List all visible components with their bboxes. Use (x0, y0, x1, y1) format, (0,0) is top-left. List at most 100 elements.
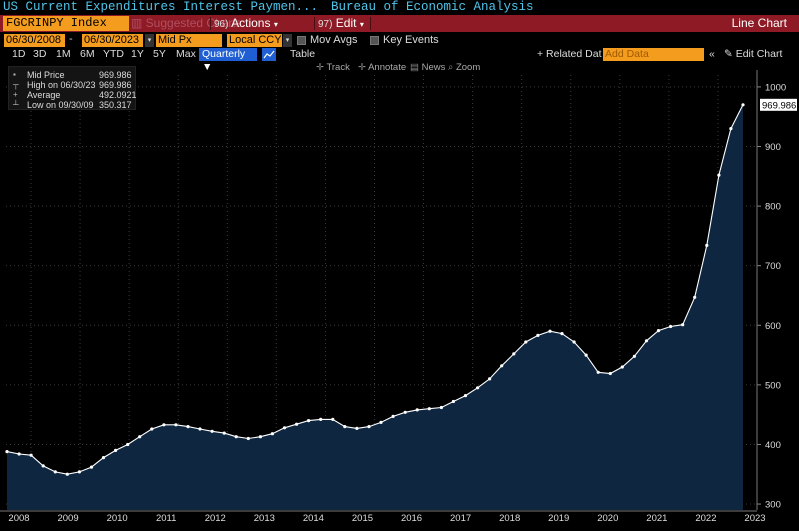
start-date-input[interactable]: 06/30/2008 (4, 34, 65, 47)
x-tick-label: 2009 (57, 513, 78, 524)
mov-avgs-checkbox[interactable] (297, 36, 306, 45)
data-point (77, 470, 81, 474)
range-max-button[interactable]: Max (176, 48, 196, 60)
price-field-select[interactable]: Mid Px (156, 34, 222, 47)
x-tick-label: 2023 (744, 513, 765, 524)
data-point (729, 127, 733, 131)
pencil-icon: ✎ (724, 48, 736, 60)
data-point (644, 339, 649, 343)
data-point (162, 423, 166, 427)
series-line[interactable] (6, 104, 744, 475)
periodicity-select[interactable]: Quarterly ▼ (199, 48, 257, 73)
ticker-input[interactable]: FGCRINPY Index (3, 16, 129, 31)
table-button[interactable]: Table (290, 48, 316, 60)
data-point (488, 377, 492, 381)
currency-dropdown-icon[interactable]: ▾ (283, 34, 292, 47)
annotate-label: Annotate (368, 62, 407, 73)
legend-label: Mid Price (27, 70, 65, 80)
zoom-label: Zoom (455, 62, 481, 73)
data-point (693, 295, 697, 299)
data-point (560, 332, 564, 336)
edit-menu[interactable]: 97) Edit ▾ (318, 16, 364, 32)
data-point (186, 425, 190, 429)
security-title[interactable]: US Current Expenditures Interest Paymen.… (3, 0, 319, 14)
actions-menu[interactable]: 96) Actions ▾ (214, 16, 278, 32)
range-1m-button[interactable]: 1M (56, 48, 71, 60)
divider (210, 17, 211, 30)
data-point (101, 456, 106, 460)
y-tick-label: 400 (765, 440, 781, 451)
annotate-icon: ✛ (358, 62, 369, 73)
edit-chart-label: Edit Chart (735, 48, 783, 60)
data-point (343, 425, 347, 429)
data-point (584, 353, 588, 357)
last-value-text: 969.986 (762, 100, 796, 111)
mov-avgs-label: Mov Avgs (310, 34, 358, 46)
currency-select[interactable]: Local CCY (227, 34, 282, 47)
track-tool[interactable]: ✛ Track (316, 62, 350, 73)
edit-label: Edit (335, 16, 357, 30)
range-1d-button[interactable]: 1D (12, 48, 26, 60)
suggested-charts-button[interactable]: ▥ Suggested Charts (131, 16, 242, 31)
news-label: News (421, 62, 446, 73)
zoom-tool[interactable]: ⌕ Zoom (448, 62, 480, 73)
date-range-dash: - (69, 33, 73, 45)
range-ytd-button[interactable]: YTD (103, 48, 124, 60)
data-point (53, 470, 57, 474)
data-point (138, 435, 142, 439)
news-tool[interactable]: ▤ News (410, 62, 445, 73)
data-point (270, 432, 274, 436)
data-point (114, 448, 118, 452)
data-point (210, 429, 214, 433)
range-3d-button[interactable]: 3D (33, 48, 47, 60)
range-5y-button[interactable]: 5Y (153, 48, 166, 60)
key-events-checkbox[interactable] (370, 36, 379, 45)
chart-type-label[interactable]: Line Chart (731, 16, 787, 30)
data-point (17, 452, 21, 456)
legend-label: Average (27, 90, 61, 100)
last-value-box (760, 98, 797, 111)
data-point (331, 417, 335, 421)
x-tick-label: 2017 (450, 513, 471, 524)
data-point (476, 386, 480, 390)
data-source: Bureau of Economic Analysis (331, 0, 534, 14)
high-marker-icon: ┬ (13, 80, 19, 89)
x-axis: 2008 2009 2010 2011 2012 2013 2014 2015 2016 2017… (0, 510, 766, 524)
end-date-input[interactable]: 06/30/2023 (82, 34, 143, 47)
data-point (29, 453, 33, 457)
annotate-tool[interactable]: ✛ Annotate (358, 62, 406, 73)
x-tick-label: 2013 (254, 513, 275, 524)
title-bar: US Current Expenditures Interest Paymen.… (0, 0, 799, 15)
data-point (258, 435, 262, 439)
related-data-button[interactable]: + Related Dat (537, 48, 602, 60)
data-point (717, 173, 721, 177)
legend-row-mid-price: ▪ Mid Price 969.986 (13, 70, 137, 80)
data-point (367, 425, 371, 429)
y-tick-label: 800 (765, 202, 781, 213)
y-tick-label: 1000 (765, 82, 786, 93)
ticker-bar: FGCRINPY Index ▥ Suggested Charts 96) Ac… (0, 15, 799, 32)
x-tick-label: 2022 (695, 513, 716, 524)
legend[interactable]: ▪ Mid Price 969.986 ┬ High on 06/30/23 9… (8, 66, 137, 110)
data-point (198, 427, 202, 431)
legend-value: 969.986 (99, 80, 132, 90)
legend-row-high: ┬ High on 06/30/23 969.986 (13, 80, 137, 90)
x-tick-label: 2015 (352, 513, 373, 524)
data-point (355, 426, 359, 430)
range-6m-button[interactable]: 6M (80, 48, 95, 60)
add-data-input[interactable]: Add Data (603, 48, 704, 61)
caret-down-icon: ▼ (202, 61, 213, 73)
data-point (572, 340, 576, 344)
chart-grid (6, 75, 757, 510)
data-point (524, 340, 528, 344)
date-dropdown-icon[interactable]: ▾ (145, 34, 154, 47)
collapse-icon[interactable]: « (709, 48, 715, 60)
edit-chart-button[interactable]: ✎ Edit Chart (724, 48, 782, 60)
legend-row-low: ┴ Low on 09/30/09 350.317 (13, 100, 137, 110)
data-point (463, 394, 468, 398)
line-chart-icon[interactable] (262, 48, 276, 61)
y-tick-label: 500 (765, 380, 781, 391)
range-1y-button[interactable]: 1Y (131, 48, 144, 60)
data-point (234, 435, 238, 439)
